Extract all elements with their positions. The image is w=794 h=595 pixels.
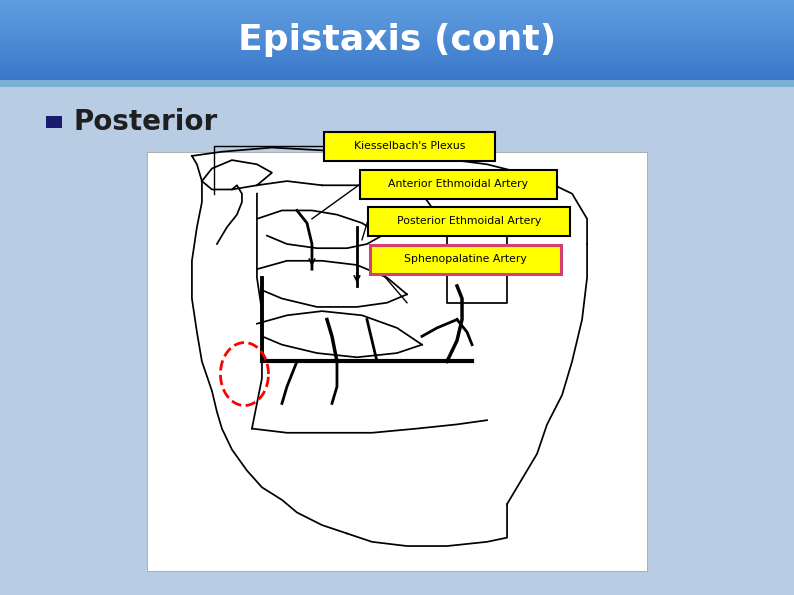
Bar — [0, 58, 794, 60]
Bar — [0, 8, 794, 10]
Bar — [0, 22, 794, 24]
Bar — [0, 40, 794, 42]
Bar — [0, 30, 794, 32]
Bar — [0, 2, 794, 4]
Bar — [0, 46, 794, 48]
Bar — [368, 207, 570, 236]
Bar — [0, 18, 794, 20]
Bar — [0, 10, 794, 12]
Bar — [370, 245, 561, 274]
Bar — [0, 62, 794, 64]
Bar — [0, 16, 794, 18]
Text: Posterior Ethmoidal Artery: Posterior Ethmoidal Artery — [397, 217, 541, 226]
Bar — [0, 14, 794, 16]
Bar — [46, 116, 62, 128]
Bar — [0, 0, 794, 2]
Bar — [0, 68, 794, 70]
Bar — [0, 26, 794, 28]
Bar — [0, 87, 794, 595]
Bar — [0, 20, 794, 22]
Bar — [0, 38, 794, 40]
Text: Posterior: Posterior — [73, 108, 218, 136]
Bar — [0, 44, 794, 46]
Bar — [0, 79, 794, 80]
Bar — [0, 50, 794, 52]
Bar — [0, 24, 794, 26]
Bar — [0, 6, 794, 8]
Bar — [0, 42, 794, 44]
Text: Sphenopalatine Artery: Sphenopalatine Artery — [404, 255, 526, 264]
Text: Kiesselbach's Plexus: Kiesselbach's Plexus — [353, 142, 465, 151]
Bar — [0, 72, 794, 74]
Bar — [0, 66, 794, 68]
Bar — [0, 34, 794, 36]
Bar — [0, 4, 794, 6]
Bar — [0, 12, 794, 14]
Bar — [0, 56, 794, 58]
Bar — [0, 60, 794, 62]
Bar — [360, 170, 557, 199]
Text: Epistaxis (cont): Epistaxis (cont) — [238, 23, 556, 57]
Bar — [0, 54, 794, 56]
Bar — [0, 80, 794, 87]
Bar — [147, 152, 647, 571]
Bar — [0, 70, 794, 72]
Bar — [0, 64, 794, 66]
Bar — [0, 36, 794, 38]
Bar — [0, 74, 794, 76]
Bar — [0, 32, 794, 34]
Bar — [324, 132, 495, 161]
Bar — [0, 28, 794, 30]
Bar — [0, 48, 794, 50]
Bar — [0, 52, 794, 54]
Text: Anterior Ethmoidal Artery: Anterior Ethmoidal Artery — [388, 180, 528, 189]
Bar — [0, 76, 794, 79]
